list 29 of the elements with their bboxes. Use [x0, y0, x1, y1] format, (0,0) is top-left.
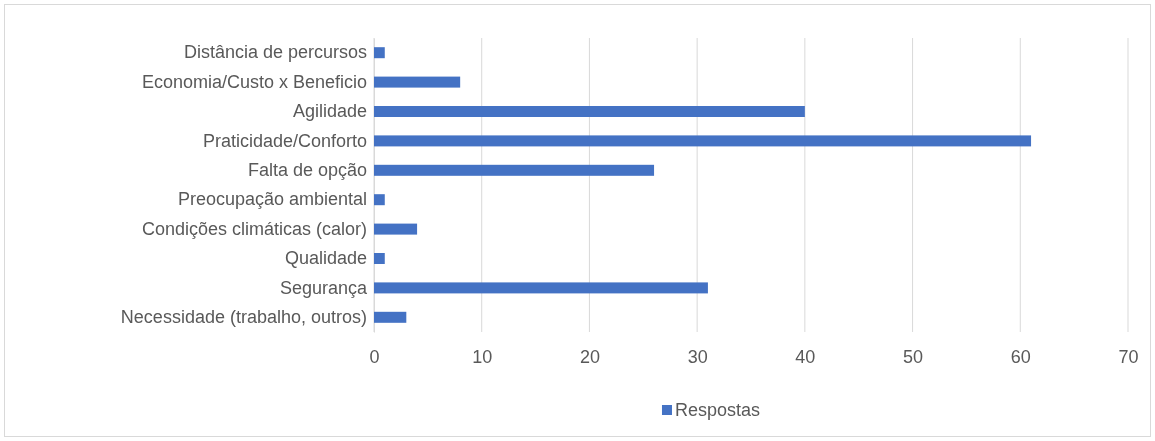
x-tick-label: 0	[369, 346, 380, 367]
bar	[374, 282, 708, 294]
legend-label: Respostas	[674, 400, 761, 420]
bar	[374, 253, 385, 264]
x-tick-label: 60	[1010, 346, 1031, 367]
y-tick-label: Qualidade	[284, 248, 367, 269]
y-tick-label: Segurança	[279, 277, 368, 298]
bar	[374, 311, 407, 323]
bar	[374, 135, 1032, 147]
y-tick-label: Necessidade (trabalho, outros)	[120, 307, 367, 328]
x-tick-label: 50	[903, 346, 924, 367]
y-tick-label: Agilidade	[292, 101, 367, 122]
y-tick-label: Condições climáticas (calor)	[141, 218, 367, 239]
y-tick-label: Preocupação ambiental	[177, 189, 367, 210]
x-tick-label: 30	[687, 346, 708, 367]
bar	[374, 47, 385, 59]
y-tick-label: Economia/Custo x Beneficio	[141, 71, 367, 92]
bar	[374, 164, 655, 176]
y-tick-label: Praticidade/Conforto	[202, 130, 367, 151]
y-tick-label: Falta de opção	[247, 160, 367, 181]
x-tick-label: 40	[795, 346, 816, 367]
x-tick-label: 20	[579, 346, 600, 367]
bar	[374, 106, 805, 117]
x-tick-label: 70	[1118, 346, 1139, 367]
x-tick-label: 10	[472, 346, 493, 367]
bar	[374, 76, 461, 88]
bar	[374, 194, 385, 206]
y-tick-label: Distância de percursos	[183, 42, 367, 63]
bar	[374, 223, 418, 235]
